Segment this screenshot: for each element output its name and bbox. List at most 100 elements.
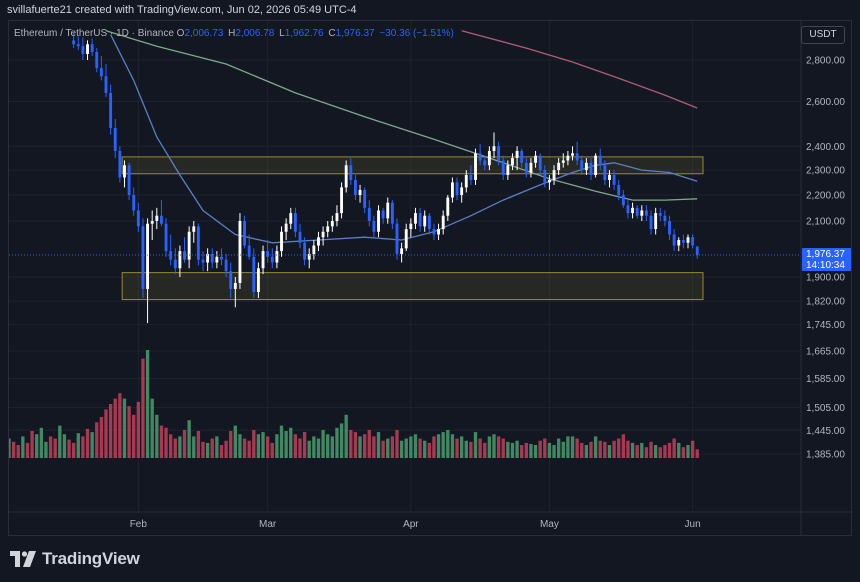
candle-body[interactable] — [501, 160, 505, 175]
candle-body[interactable] — [344, 165, 348, 188]
candle-body[interactable] — [150, 221, 154, 224]
candle-body[interactable] — [86, 44, 89, 55]
candle-body[interactable] — [478, 153, 482, 161]
candle-body[interactable] — [123, 165, 126, 178]
candle-body[interactable] — [612, 174, 616, 185]
candle-body[interactable] — [256, 268, 260, 292]
candle-body[interactable] — [511, 158, 514, 166]
candle-body[interactable] — [487, 150, 491, 166]
candle-body[interactable] — [432, 229, 436, 235]
candle-body[interactable] — [220, 256, 223, 260]
candle-body[interactable] — [598, 155, 602, 166]
candle-body[interactable] — [196, 226, 200, 260]
candle-body[interactable] — [455, 182, 459, 195]
candle-body[interactable] — [266, 251, 270, 257]
candle-body[interactable] — [293, 213, 297, 232]
candle-body[interactable] — [252, 256, 256, 292]
candle-body[interactable] — [81, 46, 85, 55]
candle-body[interactable] — [377, 210, 380, 232]
candle-body[interactable] — [340, 187, 343, 214]
candle-body[interactable] — [621, 194, 625, 206]
candle-body[interactable] — [538, 155, 542, 171]
candle-body[interactable] — [104, 76, 108, 93]
candle-body[interactable] — [437, 229, 440, 235]
candle-body[interactable] — [141, 226, 145, 289]
candle-body[interactable] — [349, 165, 353, 180]
candle-body[interactable] — [658, 213, 662, 216]
candle-body[interactable] — [677, 239, 681, 246]
candle-body[interactable] — [515, 150, 519, 159]
candle-body[interactable] — [261, 251, 265, 269]
candle-body[interactable] — [654, 213, 658, 230]
candle-body[interactable] — [409, 223, 413, 230]
candle-body[interactable] — [390, 202, 394, 224]
candle-body[interactable] — [312, 245, 316, 254]
candle-body[interactable] — [280, 231, 283, 252]
candle-body[interactable] — [547, 179, 551, 183]
candle-body[interactable] — [270, 256, 274, 263]
candle-body[interactable] — [132, 194, 136, 211]
candle-body[interactable] — [450, 182, 454, 198]
candle-body[interactable] — [187, 231, 191, 260]
support-resistance-zone[interactable] — [121, 272, 704, 301]
candle-body[interactable] — [395, 223, 399, 254]
candle-body[interactable] — [668, 221, 671, 235]
candle-body[interactable] — [584, 162, 588, 171]
candle-body[interactable] — [644, 210, 648, 216]
candle-body[interactable] — [497, 146, 501, 161]
candle-body[interactable] — [307, 253, 311, 260]
candle-body[interactable] — [358, 189, 362, 195]
candle-body[interactable] — [247, 245, 251, 257]
candle-body[interactable] — [626, 205, 630, 214]
candle-body[interactable] — [640, 210, 644, 216]
candle-body[interactable] — [173, 259, 177, 269]
candle-body[interactable] — [460, 187, 464, 195]
candle-body[interactable] — [381, 210, 385, 219]
candle-body[interactable] — [146, 223, 150, 289]
candle-body[interactable] — [566, 155, 570, 161]
candle-body[interactable] — [686, 237, 690, 243]
candle-body[interactable] — [215, 256, 219, 263]
candle-body[interactable] — [183, 251, 186, 260]
candle-body[interactable] — [695, 246, 699, 255]
candle-body[interactable] — [483, 160, 487, 166]
footer-logo[interactable]: TradingView — [10, 549, 140, 569]
candle-body[interactable] — [543, 170, 547, 183]
candle-body[interactable] — [427, 215, 431, 230]
candle-body[interactable] — [72, 40, 76, 45]
candle-body[interactable] — [238, 221, 242, 283]
candle-body[interactable] — [414, 213, 417, 224]
candle-body[interactable] — [631, 207, 634, 214]
candle-body[interactable] — [284, 223, 288, 232]
support-resistance-zone[interactable] — [121, 156, 704, 175]
candle-body[interactable] — [575, 153, 579, 161]
candle-body[interactable] — [649, 215, 653, 230]
candle-body[interactable] — [321, 231, 325, 238]
moving-average-line[interactable] — [461, 30, 698, 109]
candle-body[interactable] — [298, 231, 302, 243]
candle-body[interactable] — [90, 44, 94, 53]
candle-body[interactable] — [446, 197, 450, 216]
candle-body[interactable] — [594, 155, 598, 175]
candle-body[interactable] — [113, 127, 117, 151]
candle-body[interactable] — [552, 170, 556, 180]
moving-average-line[interactable] — [110, 34, 698, 244]
candle-body[interactable] — [330, 221, 334, 227]
candle-body[interactable] — [178, 251, 182, 269]
moving-average-line[interactable] — [105, 30, 698, 201]
candle-body[interactable] — [76, 44, 80, 47]
candle-body[interactable] — [99, 68, 103, 77]
candle-body[interactable] — [109, 92, 113, 128]
candle-body[interactable] — [557, 162, 561, 171]
last-price-badge[interactable] — [802, 247, 851, 271]
candle-body[interactable] — [441, 215, 445, 230]
candle-body[interactable] — [663, 215, 667, 222]
candle-body[interactable] — [224, 259, 228, 272]
candle-body[interactable] — [289, 213, 293, 224]
candle-body[interactable] — [400, 248, 404, 254]
candle-body[interactable] — [474, 153, 477, 180]
candle-body[interactable] — [386, 202, 390, 219]
candle-body[interactable] — [617, 184, 621, 195]
candle-body[interactable] — [136, 210, 140, 227]
